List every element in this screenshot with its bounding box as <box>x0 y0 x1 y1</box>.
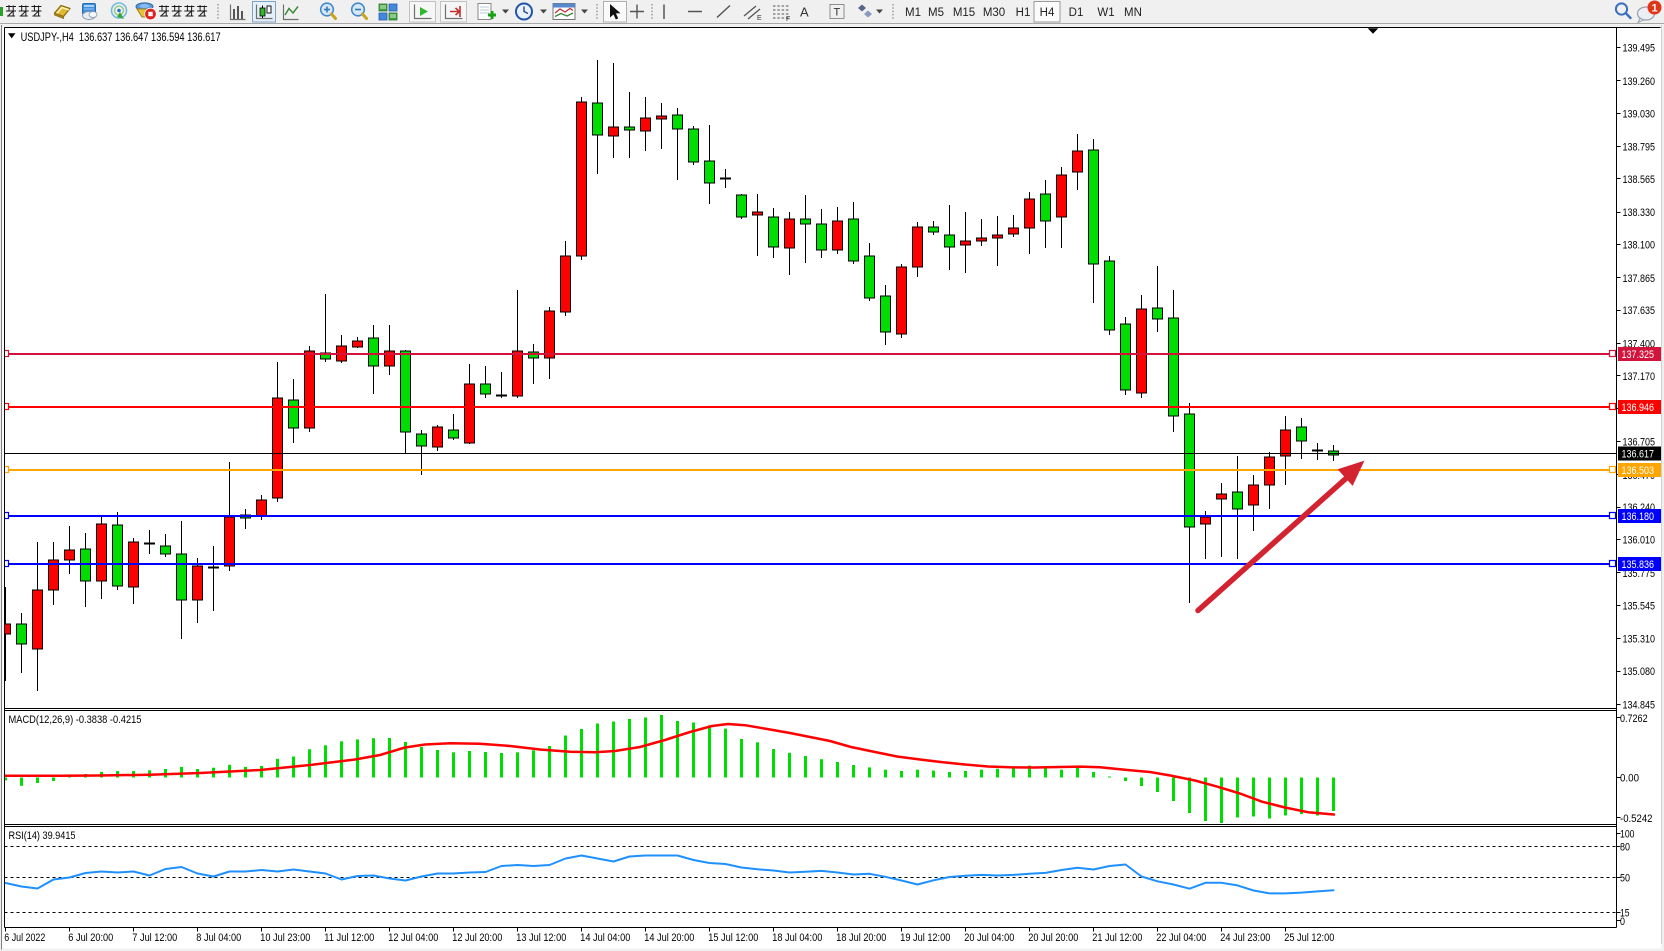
svg-text:F: F <box>786 16 790 23</box>
svg-text:H4: H4 <box>1040 7 1055 19</box>
svg-text:18 Jul 04:00: 18 Jul 04:00 <box>772 932 822 944</box>
svg-text:25 Jul 12:00: 25 Jul 12:00 <box>1284 932 1334 944</box>
svg-text:12 Jul 04:00: 12 Jul 04:00 <box>388 932 438 944</box>
svg-text:1: 1 <box>1651 3 1657 15</box>
svg-text:10 Jul 23:00: 10 Jul 23:00 <box>260 932 310 944</box>
svg-text:135.545: 135.545 <box>1623 600 1656 612</box>
svg-text:8 Jul 04:00: 8 Jul 04:00 <box>196 932 241 944</box>
svg-text:RSI(14) 39.9415: RSI(14) 39.9415 <box>9 830 76 842</box>
svg-text:18 Jul 20:00: 18 Jul 20:00 <box>836 932 886 944</box>
svg-text:M1: M1 <box>905 7 921 19</box>
svg-text:135.836: 135.836 <box>1622 559 1655 571</box>
svg-text:MN: MN <box>1124 7 1142 19</box>
svg-text:136.503: 136.503 <box>1622 465 1655 477</box>
svg-text:100: 100 <box>1620 829 1635 841</box>
svg-text:6 Jul 2022: 6 Jul 2022 <box>4 932 45 944</box>
svg-text:138.565: 138.565 <box>1623 174 1656 186</box>
svg-text:134.845: 134.845 <box>1623 699 1656 711</box>
svg-text:12 Jul 20:00: 12 Jul 20:00 <box>452 932 502 944</box>
svg-text:14 Jul 20:00: 14 Jul 20:00 <box>644 932 694 944</box>
svg-text:138.330: 138.330 <box>1623 207 1656 219</box>
svg-text:139.495: 139.495 <box>1623 43 1656 55</box>
svg-text:137.325: 137.325 <box>1622 349 1655 361</box>
svg-text:136.946: 136.946 <box>1622 402 1655 414</box>
svg-text:0.7262: 0.7262 <box>1620 713 1648 725</box>
svg-text:80: 80 <box>1620 841 1630 853</box>
svg-text:H1: H1 <box>1016 7 1031 19</box>
svg-text:MACD(12,26,9) -0.3838 -0.4215: MACD(12,26,9) -0.3838 -0.4215 <box>9 714 142 726</box>
svg-text:15: 15 <box>1620 907 1630 919</box>
svg-text:-0.5242: -0.5242 <box>1620 813 1653 825</box>
svg-text:M30: M30 <box>983 7 1005 19</box>
svg-text:21 Jul 12:00: 21 Jul 12:00 <box>1092 932 1142 944</box>
svg-text:0.00: 0.00 <box>1620 773 1639 785</box>
svg-text:139.030: 139.030 <box>1623 108 1656 120</box>
svg-text:13 Jul 12:00: 13 Jul 12:00 <box>516 932 566 944</box>
svg-text:135.310: 135.310 <box>1623 634 1656 646</box>
svg-text:A: A <box>800 5 809 20</box>
svg-text:6 Jul 20:00: 6 Jul 20:00 <box>68 932 113 944</box>
svg-text:138.795: 138.795 <box>1623 141 1656 153</box>
svg-text:14 Jul 04:00: 14 Jul 04:00 <box>580 932 630 944</box>
svg-text:136.010: 136.010 <box>1623 535 1656 547</box>
svg-text:15 Jul 12:00: 15 Jul 12:00 <box>708 932 758 944</box>
svg-text:50: 50 <box>1620 872 1630 884</box>
svg-text:22 Jul 04:00: 22 Jul 04:00 <box>1156 932 1206 944</box>
svg-text:136.617: 136.617 <box>1622 449 1655 461</box>
svg-text:7 Jul 12:00: 7 Jul 12:00 <box>132 932 177 944</box>
svg-text:W1: W1 <box>1097 7 1114 19</box>
svg-text:139.260: 139.260 <box>1623 76 1656 88</box>
svg-text:20 Jul 20:00: 20 Jul 20:00 <box>1028 932 1078 944</box>
svg-text:136.180: 136.180 <box>1622 511 1655 523</box>
svg-text:20 Jul 04:00: 20 Jul 04:00 <box>964 932 1014 944</box>
svg-text:T: T <box>834 7 841 19</box>
svg-text:137.170: 137.170 <box>1623 371 1656 383</box>
svg-text:135.080: 135.080 <box>1623 666 1656 678</box>
svg-text:USDJPY-,H4 136.637 136.647 13: USDJPY-,H4 136.637 136.647 136.594 136.6… <box>21 30 221 44</box>
svg-text:M5: M5 <box>928 7 944 19</box>
svg-text:D1: D1 <box>1069 7 1084 19</box>
svg-text:136.705: 136.705 <box>1623 437 1656 449</box>
svg-text:138.100: 138.100 <box>1623 240 1656 252</box>
svg-text:24 Jul 23:00: 24 Jul 23:00 <box>1220 932 1270 944</box>
svg-text:137.635: 137.635 <box>1623 305 1656 317</box>
svg-text:11 Jul 12:00: 11 Jul 12:00 <box>324 932 374 944</box>
svg-text:137.865: 137.865 <box>1623 273 1656 285</box>
svg-text:M15: M15 <box>953 7 975 19</box>
svg-text:E: E <box>757 15 762 22</box>
svg-text:0: 0 <box>1620 916 1625 928</box>
svg-text:19 Jul 12:00: 19 Jul 12:00 <box>900 932 950 944</box>
